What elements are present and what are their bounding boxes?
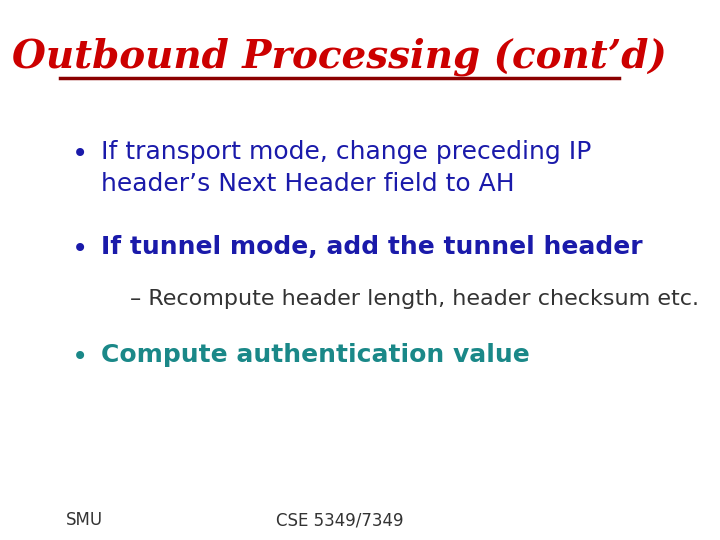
Text: CSE 5349/7349: CSE 5349/7349 xyxy=(276,511,403,529)
Text: •: • xyxy=(72,343,89,371)
Text: SMU: SMU xyxy=(66,511,103,529)
Text: •: • xyxy=(72,140,89,168)
Text: – Recompute header length, header checksum etc.: – Recompute header length, header checks… xyxy=(130,289,699,309)
Text: If tunnel mode, add the tunnel header: If tunnel mode, add the tunnel header xyxy=(101,235,642,259)
Text: Outbound Processing (cont’d): Outbound Processing (cont’d) xyxy=(12,38,667,76)
Text: •: • xyxy=(72,235,89,263)
Text: If transport mode, change preceding IP
header’s Next Header field to AH: If transport mode, change preceding IP h… xyxy=(101,140,591,196)
Text: Compute authentication value: Compute authentication value xyxy=(101,343,529,367)
